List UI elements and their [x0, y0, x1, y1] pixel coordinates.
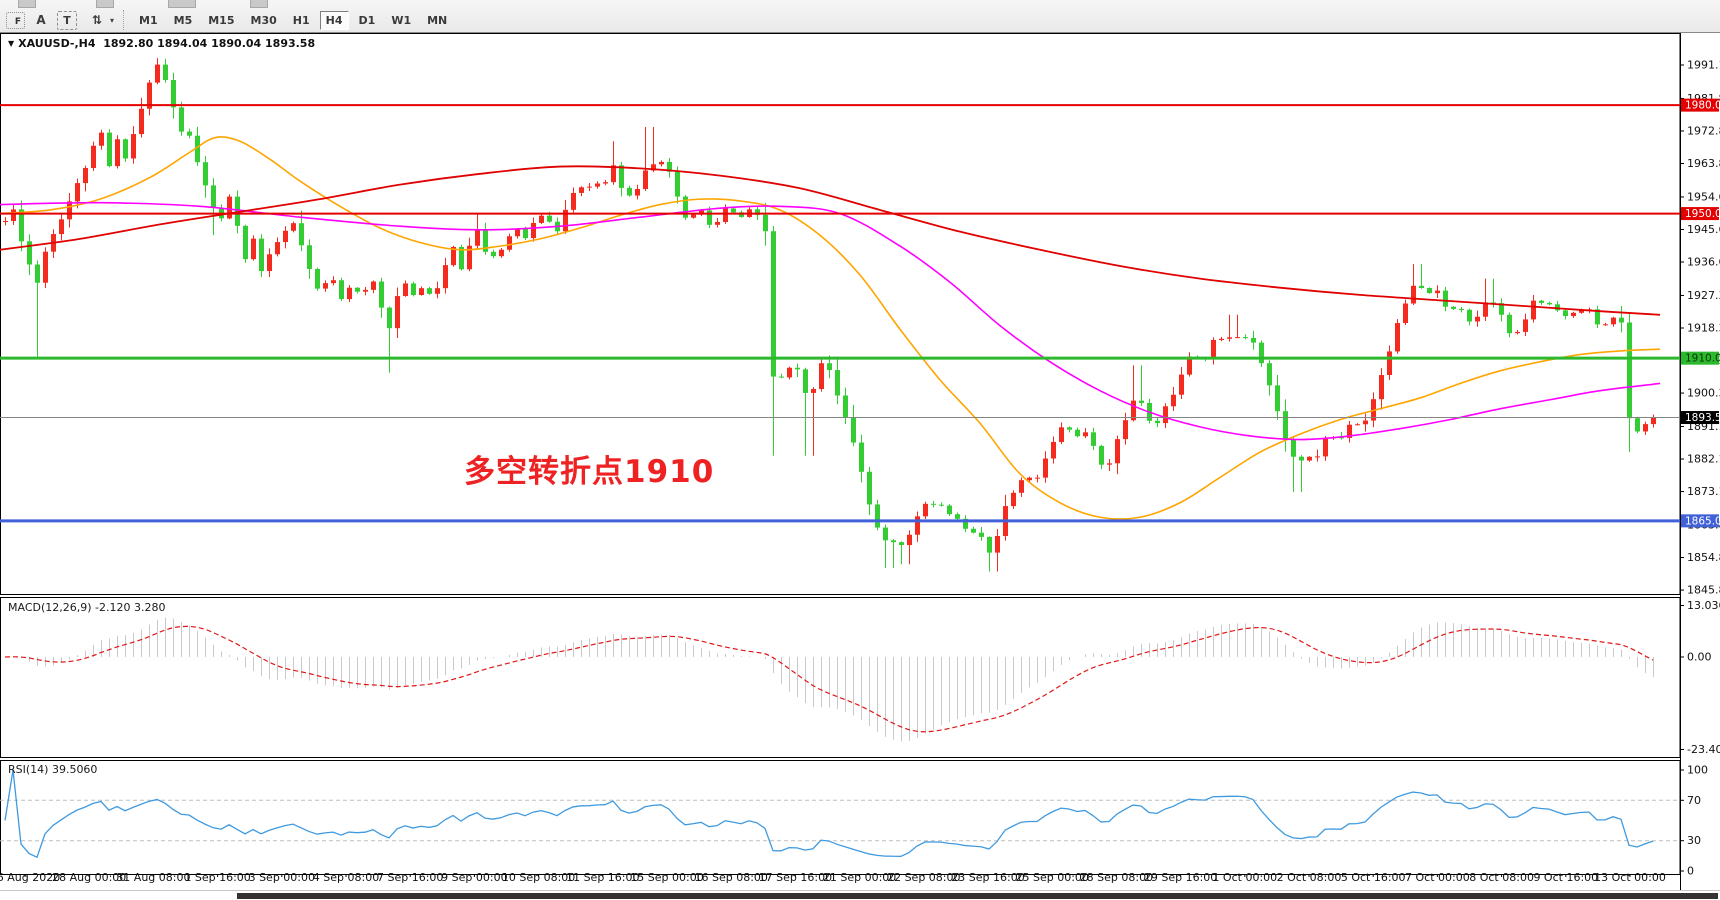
- price-tick-label: 1854.85: [1687, 551, 1720, 564]
- trendline-annotation-text[interactable]: 多空转折点1910: [464, 454, 715, 490]
- macd-histogram-group: [13, 617, 1654, 742]
- price-level-badge: 1865.00: [1685, 515, 1720, 527]
- time-axis-label: 4 Sep 08:00: [313, 871, 379, 884]
- macd-indicator-label: MACD(12,26,9) -2.120 3.280: [8, 601, 166, 614]
- price-level-badge: 1950.00: [1685, 208, 1720, 220]
- arrow-objects-tool-icon[interactable]: ⇅: [91, 13, 103, 27]
- time-axis-label: 8 Oct 08:00: [1469, 871, 1534, 884]
- timeframe-button-M5[interactable]: M5: [173, 13, 193, 27]
- chevron-down-icon[interactable]: ▾: [110, 15, 115, 25]
- toolbar: F A T ⇅ ▾ M1 M5 M15 M30 H1 H4 D1 W1 MN: [0, 0, 1720, 33]
- time-axis-label: 11 Sep 16:00: [566, 871, 639, 884]
- time-axis-label: 25 Sep 00:00: [1015, 871, 1088, 884]
- text-label-tool-icon[interactable]: A: [36, 13, 46, 27]
- ma-slow-red: [0, 165, 1661, 316]
- macd-tick-label: -23.407: [1687, 743, 1720, 756]
- time-axis-label: 17 Sep 16:00: [759, 871, 832, 884]
- time-axis-label: 3 Sep 00:00: [249, 871, 315, 884]
- price-tick-label: 1845.85: [1687, 584, 1720, 597]
- time-axis-label: 26 Aug 2020: [0, 871, 60, 884]
- ma-mid-magenta: [0, 201, 1661, 441]
- ohlc-values: 1892.80 1894.04 1890.04 1893.58: [103, 37, 316, 50]
- price-tick-label: 1882.10: [1687, 453, 1720, 466]
- time-axis-label: 31 Aug 08:00: [116, 871, 190, 884]
- price-tick-label: 1972.85: [1687, 124, 1720, 137]
- time-axis-label: 16 Sep 08:00: [694, 871, 767, 884]
- collapse-triangle-icon[interactable]: ▼: [8, 39, 15, 48]
- timeframe-button-H4[interactable]: H4: [319, 10, 349, 30]
- price-level-badge: 1893.58: [1685, 412, 1720, 424]
- chart-symbol-title: ▼ XAUUSD-,H4 1892.80 1894.04 1890.04 1893…: [8, 37, 315, 50]
- text-box-tool-icon[interactable]: T: [57, 10, 77, 30]
- price-level-badge: 1910.00: [1685, 353, 1720, 365]
- price-tick-label: 1873.10: [1687, 485, 1720, 498]
- time-axis-label: 15 Sep 00:00: [630, 871, 703, 884]
- price-tick-label: 1900.35: [1687, 387, 1720, 400]
- price-tick-label: 1954.60: [1687, 190, 1720, 203]
- toolbar-row: F A T ⇅ ▾ M1 M5 M15 M30 H1 H4 D1 W1 MN: [0, 7, 455, 33]
- macd-signal-line: [4, 625, 1654, 733]
- timeframe-button-MN[interactable]: MN: [427, 13, 448, 27]
- price-tick-label: 1927.35: [1687, 289, 1720, 302]
- price-tick-label: 1936.60: [1687, 256, 1720, 269]
- chart-grid-tool-icon[interactable]: F: [6, 11, 25, 29]
- time-axis-label: 22 Sep 08:00: [887, 871, 960, 884]
- clipped-toolbar-icon: [18, 0, 36, 8]
- toolbar-separator: [123, 10, 125, 30]
- time-axis-label: 1 Sep 16:00: [184, 871, 250, 884]
- rsi-tick-label: 100: [1687, 764, 1708, 777]
- timeframe-button-H1[interactable]: H1: [292, 13, 310, 27]
- macd-tick-label: 0.00: [1687, 651, 1712, 664]
- rsi-tick-label: 70: [1687, 794, 1701, 807]
- price-tick-label: 1945.60: [1687, 223, 1720, 236]
- symbol-label: XAUUSD-,H4: [18, 37, 96, 50]
- time-axis-label: 21 Sep 00:00: [823, 871, 896, 884]
- rsi-tick-label: 0: [1687, 865, 1694, 878]
- time-axis-label: 13 Oct 00:00: [1594, 871, 1666, 884]
- time-axis-label: 28 Sep 08:00: [1080, 871, 1153, 884]
- macd-tick-label: 13.036: [1687, 599, 1720, 612]
- price-tick-label: 1991.10: [1687, 59, 1720, 72]
- time-axis-label: 7 Oct 00:00: [1405, 871, 1470, 884]
- timeframe-button-M1[interactable]: M1: [139, 13, 158, 27]
- time-axis-label: 5 Oct 16:00: [1341, 871, 1406, 884]
- timeframe-button-M30[interactable]: M30: [250, 13, 277, 27]
- timeframe-button-M15[interactable]: M15: [208, 13, 235, 27]
- timeframe-button-group: M1 M5 M15 M30 H1 H4 D1 W1 MN: [131, 10, 455, 30]
- time-axis-label: 2 Oct 08:00: [1277, 871, 1342, 884]
- scrollbar-track: [0, 890, 1720, 891]
- rsi-line: [4, 769, 1654, 859]
- timeframe-button-D1[interactable]: D1: [358, 13, 376, 27]
- ma-fast-orange: [0, 136, 1661, 520]
- time-axis-label: 10 Sep 08:00: [502, 871, 575, 884]
- time-axis-label: 29 Sep 16:00: [1144, 871, 1217, 884]
- time-axis-label: 1 Oct 00:00: [1212, 871, 1277, 884]
- rsi-indicator-label: RSI(14) 39.5060: [8, 763, 98, 776]
- time-axis-label: 7 Sep 16:00: [377, 871, 443, 884]
- rsi-tick-label: 30: [1687, 834, 1701, 847]
- time-axis-label: 9 Sep 00:00: [441, 871, 507, 884]
- clipped-toolbar-icon: [168, 0, 196, 8]
- time-axis-label: 28 Aug 00:00: [52, 871, 126, 884]
- horizontal-scrollbar[interactable]: [237, 893, 1718, 899]
- price-tick-label: 1963.85: [1687, 157, 1720, 170]
- time-axis-label: 9 Oct 16:00: [1533, 871, 1598, 884]
- time-axis-label: 23 Sep 16:00: [951, 871, 1024, 884]
- price-tick-label: 1918.35: [1687, 321, 1720, 334]
- clipped-toolbar-icon: [250, 0, 268, 8]
- candles-group: [3, 58, 1656, 572]
- clipped-toolbar-icon: [96, 0, 114, 8]
- timeframe-button-W1[interactable]: W1: [391, 13, 412, 27]
- price-level-badge: 1980.00: [1685, 100, 1720, 112]
